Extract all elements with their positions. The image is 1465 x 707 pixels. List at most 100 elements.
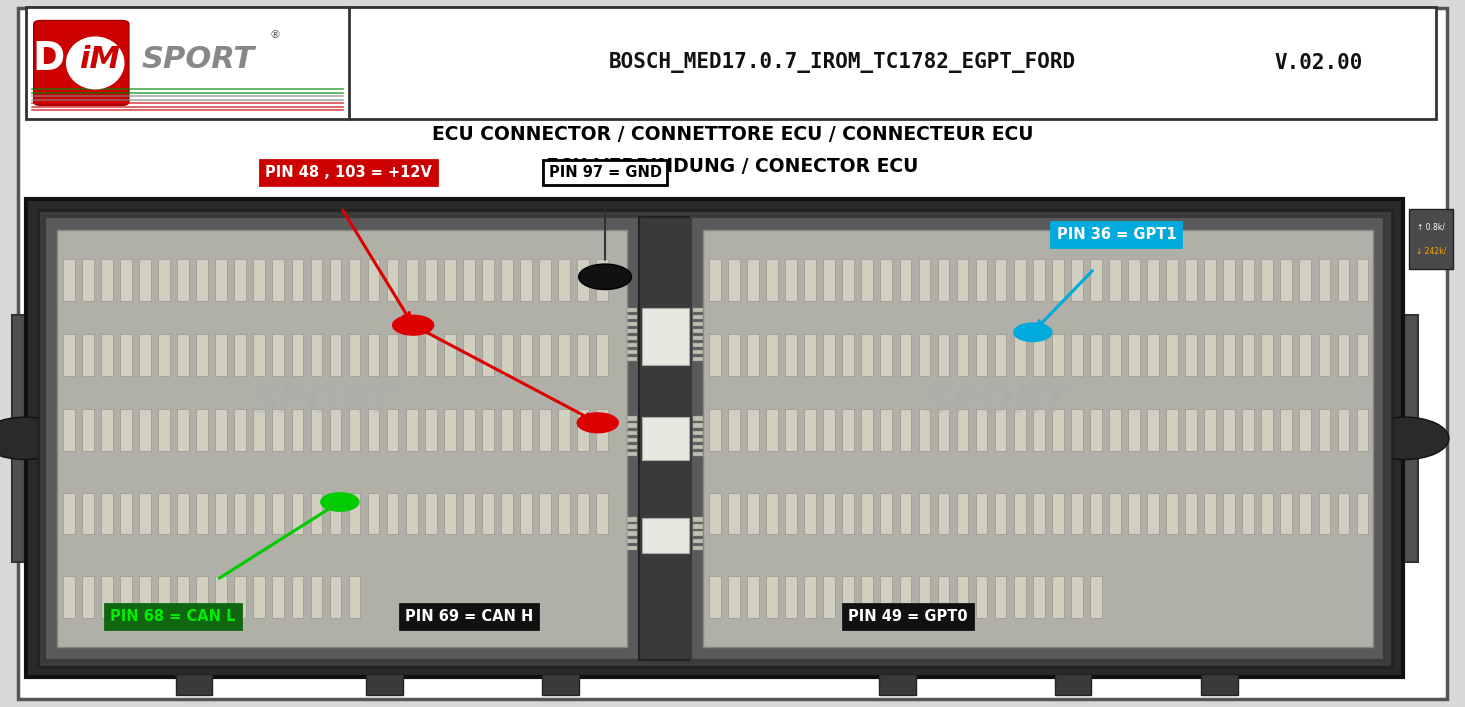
Bar: [1071, 334, 1083, 375]
Bar: [842, 259, 854, 300]
Bar: [253, 259, 265, 300]
Bar: [709, 576, 721, 618]
Bar: [1318, 493, 1330, 534]
Bar: [234, 409, 246, 451]
Bar: [842, 493, 854, 534]
Bar: [26, 7, 1436, 119]
Bar: [1033, 409, 1045, 451]
Bar: [861, 334, 873, 375]
Bar: [747, 493, 759, 534]
Bar: [406, 259, 418, 300]
Bar: [425, 334, 437, 375]
Bar: [1280, 334, 1292, 375]
Bar: [693, 438, 703, 442]
Bar: [627, 416, 637, 421]
Bar: [880, 334, 892, 375]
Bar: [63, 409, 75, 451]
Bar: [693, 322, 703, 326]
Bar: [627, 322, 637, 326]
Bar: [1338, 409, 1349, 451]
Bar: [253, 334, 265, 375]
Bar: [957, 493, 968, 534]
Bar: [1033, 334, 1045, 375]
Bar: [520, 409, 532, 451]
Bar: [1033, 576, 1045, 618]
Bar: [330, 493, 341, 534]
Bar: [176, 674, 212, 695]
Bar: [861, 259, 873, 300]
Bar: [120, 334, 132, 375]
Bar: [1299, 409, 1311, 451]
Bar: [900, 409, 911, 451]
Bar: [627, 539, 637, 543]
Bar: [995, 409, 1006, 451]
Bar: [1185, 493, 1197, 534]
Bar: [1033, 493, 1045, 534]
Bar: [627, 343, 637, 347]
Bar: [1014, 334, 1026, 375]
Bar: [728, 334, 740, 375]
Bar: [1280, 493, 1292, 534]
Bar: [501, 259, 513, 300]
Circle shape: [577, 413, 618, 433]
Bar: [406, 493, 418, 534]
Bar: [330, 259, 341, 300]
Bar: [693, 431, 703, 435]
Bar: [1109, 259, 1121, 300]
Bar: [693, 308, 703, 312]
Text: BOSCH_MED17.0.7_IROM_TC1782_EGPT_FORD: BOSCH_MED17.0.7_IROM_TC1782_EGPT_FORD: [609, 52, 1075, 74]
Text: PIN 36 = GPT1: PIN 36 = GPT1: [1056, 227, 1176, 243]
Bar: [1014, 576, 1026, 618]
Bar: [1201, 674, 1238, 695]
Bar: [976, 409, 987, 451]
Bar: [1223, 493, 1235, 534]
Bar: [349, 259, 360, 300]
Bar: [1109, 334, 1121, 375]
Bar: [596, 493, 608, 534]
Bar: [311, 576, 322, 618]
Bar: [101, 493, 113, 534]
Bar: [1242, 409, 1254, 451]
Bar: [823, 409, 835, 451]
Bar: [368, 259, 379, 300]
Bar: [842, 334, 854, 375]
Bar: [1280, 409, 1292, 451]
Bar: [919, 576, 930, 618]
Bar: [728, 493, 740, 534]
Bar: [642, 518, 689, 554]
Bar: [501, 409, 513, 451]
Bar: [234, 259, 246, 300]
Bar: [861, 576, 873, 618]
Bar: [1147, 334, 1159, 375]
Bar: [330, 576, 341, 618]
Bar: [709, 259, 721, 300]
Bar: [747, 259, 759, 300]
Bar: [627, 546, 637, 550]
Bar: [1147, 493, 1159, 534]
Bar: [995, 576, 1006, 618]
Bar: [215, 334, 227, 375]
Circle shape: [0, 417, 69, 460]
Bar: [1071, 409, 1083, 451]
Bar: [693, 315, 703, 319]
Bar: [425, 409, 437, 451]
Bar: [627, 315, 637, 319]
Bar: [1242, 493, 1254, 534]
Bar: [349, 576, 360, 618]
Bar: [12, 315, 38, 562]
Bar: [215, 409, 227, 451]
Bar: [482, 334, 494, 375]
Bar: [425, 259, 437, 300]
Bar: [444, 493, 456, 534]
Bar: [766, 493, 778, 534]
Bar: [139, 493, 151, 534]
Bar: [368, 334, 379, 375]
Bar: [63, 334, 75, 375]
Bar: [639, 217, 691, 660]
Bar: [387, 334, 398, 375]
Bar: [139, 259, 151, 300]
Bar: [425, 493, 437, 534]
Bar: [823, 493, 835, 534]
Bar: [1204, 493, 1216, 534]
Bar: [101, 409, 113, 451]
